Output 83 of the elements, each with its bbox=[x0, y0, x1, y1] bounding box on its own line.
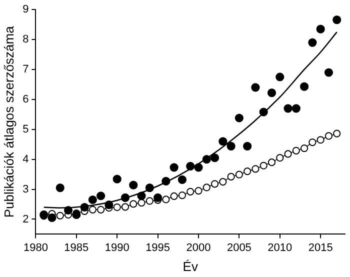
y-tick-label: 5 bbox=[22, 123, 29, 136]
point bbox=[308, 138, 316, 146]
y-tick-label: 3 bbox=[22, 183, 29, 196]
point bbox=[120, 193, 130, 202]
y-tick-label: 9 bbox=[22, 4, 29, 16]
point bbox=[284, 150, 292, 158]
point bbox=[300, 82, 309, 91]
x-tick-label: 1990 bbox=[104, 242, 130, 254]
x-tick-label: 1980 bbox=[23, 242, 48, 254]
point bbox=[48, 213, 56, 222]
point bbox=[170, 163, 178, 172]
point bbox=[235, 170, 243, 178]
point bbox=[308, 38, 317, 47]
x-tick-label: 1985 bbox=[64, 242, 89, 254]
point bbox=[130, 200, 138, 208]
x-tick-label: 2005 bbox=[226, 242, 252, 254]
point bbox=[64, 206, 73, 215]
point bbox=[202, 155, 211, 164]
point bbox=[194, 186, 202, 195]
point bbox=[56, 212, 64, 220]
point bbox=[300, 144, 308, 152]
x-axis-title: Év bbox=[182, 258, 198, 274]
point bbox=[276, 72, 284, 82]
point bbox=[210, 180, 219, 188]
point bbox=[104, 200, 114, 210]
point bbox=[80, 202, 89, 212]
point bbox=[96, 192, 106, 200]
point bbox=[121, 203, 130, 211]
y-tick-label: 7 bbox=[22, 64, 29, 76]
point bbox=[252, 165, 260, 173]
x-tick-label: 2010 bbox=[268, 242, 292, 254]
point bbox=[226, 142, 236, 150]
point bbox=[218, 137, 228, 146]
point bbox=[260, 162, 268, 170]
point bbox=[137, 192, 146, 200]
y-tick-label: 8 bbox=[22, 34, 29, 46]
point bbox=[276, 154, 284, 162]
point bbox=[267, 88, 276, 98]
x-tick-label: 1995 bbox=[146, 242, 170, 254]
point bbox=[88, 206, 96, 214]
point bbox=[186, 188, 194, 196]
point bbox=[154, 193, 162, 202]
point bbox=[324, 132, 333, 140]
point bbox=[243, 142, 252, 150]
point bbox=[145, 183, 154, 192]
point bbox=[138, 198, 146, 207]
point bbox=[56, 183, 64, 192]
point bbox=[244, 168, 252, 176]
point bbox=[316, 136, 324, 144]
point bbox=[324, 68, 334, 77]
point bbox=[178, 191, 186, 200]
point bbox=[178, 175, 187, 184]
point bbox=[170, 192, 178, 200]
point bbox=[234, 114, 244, 122]
point bbox=[332, 15, 342, 24]
y-tick-label: 4 bbox=[22, 153, 29, 166]
point bbox=[202, 184, 210, 192]
point bbox=[292, 146, 300, 154]
point bbox=[219, 178, 227, 186]
point bbox=[284, 104, 292, 113]
point bbox=[112, 174, 122, 184]
point bbox=[210, 154, 220, 162]
x-tick-label: 2000 bbox=[186, 242, 211, 254]
point bbox=[162, 176, 170, 186]
y-axis-title: Publikációk átlagos szerzőszáma bbox=[1, 25, 16, 218]
point bbox=[333, 130, 341, 138]
point bbox=[113, 203, 121, 212]
point bbox=[162, 196, 170, 204]
point bbox=[97, 206, 105, 214]
point bbox=[268, 158, 276, 166]
point bbox=[186, 162, 195, 171]
point bbox=[194, 163, 203, 172]
x-tick-label: 2015 bbox=[308, 242, 333, 254]
point bbox=[316, 24, 325, 34]
point bbox=[129, 180, 138, 190]
point bbox=[292, 104, 300, 113]
point bbox=[227, 172, 235, 181]
point bbox=[88, 195, 97, 204]
point bbox=[251, 83, 260, 92]
point bbox=[146, 197, 154, 205]
point bbox=[259, 108, 268, 116]
y-tick-label: 2 bbox=[22, 213, 29, 226]
y-tick-label: 6 bbox=[22, 93, 29, 106]
